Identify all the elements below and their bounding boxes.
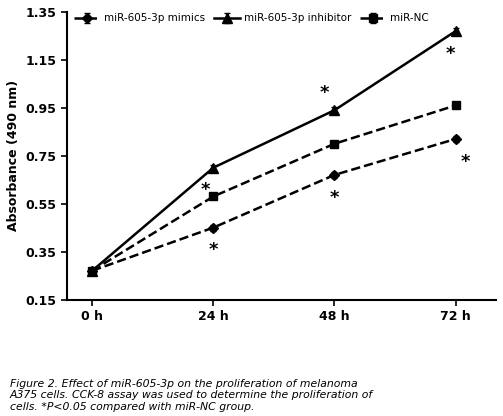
Text: *: * [201, 181, 211, 199]
Legend: miR-605-3p mimics, miR-605-3p inhibitor, miR-NC: miR-605-3p mimics, miR-605-3p inhibitor,… [72, 11, 431, 25]
Text: *: * [461, 153, 470, 171]
Text: *: * [446, 45, 455, 63]
Text: *: * [330, 189, 339, 207]
Text: *: * [319, 84, 329, 102]
Y-axis label: Absorbance (490 nm): Absorbance (490 nm) [7, 80, 20, 231]
Text: *: * [209, 241, 218, 259]
Text: Figure 2. Effect of miR-605-3p on the proliferation of melanoma
A375 cells. CCK-: Figure 2. Effect of miR-605-3p on the pr… [10, 379, 373, 412]
